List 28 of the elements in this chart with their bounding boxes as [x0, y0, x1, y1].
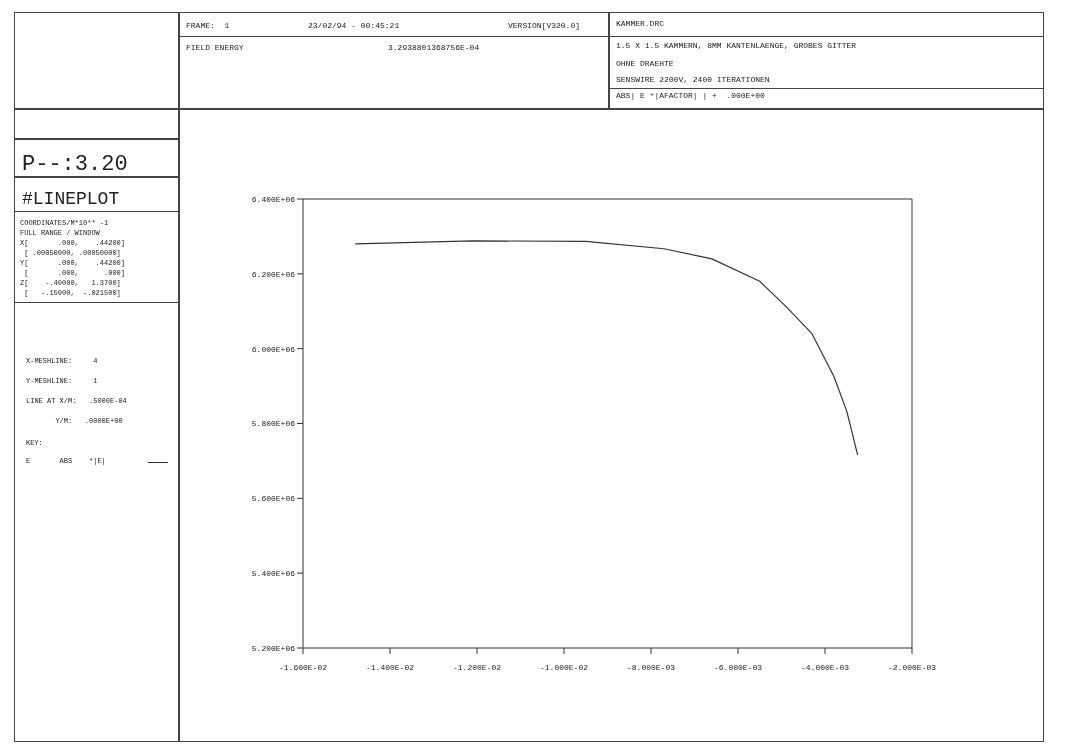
- line-series: [354, 240, 859, 456]
- text: KAMMER.DRC: [616, 19, 665, 28]
- text: 23/02/94 - 00:45:21: [308, 21, 400, 30]
- x-tick-label: -8.000E-03: [626, 662, 676, 672]
- text: OHNE DRAEHTE: [616, 59, 674, 68]
- x-tick-label: -1.000E-02: [539, 662, 589, 672]
- text: VERSION[V320.0]: [508, 21, 581, 30]
- text: P--:3.20: [22, 152, 128, 177]
- text: ABS| E *|AFACTOR| | + .000E+00: [616, 91, 765, 100]
- y-tick-label: 5.600E+06: [251, 494, 296, 504]
- x-tick-label: -1.600E-02: [278, 662, 328, 672]
- y-tick-label: 6.400E+06: [251, 194, 296, 204]
- x-tick-label: -6.000E-03: [713, 662, 763, 672]
- text: 3.2938801368756E-04: [388, 43, 480, 52]
- y-tick-label: 6.000E+06: [251, 344, 296, 354]
- x-tick-label: -2.000E-03: [887, 662, 937, 672]
- text: 1.5 X 1.5 KAMMERN, 8MM KANTENLAENGE, GROBES GITTER: [616, 41, 857, 50]
- y-tick-label: 5.200E+06: [251, 643, 296, 653]
- y-tick-label: 6.200E+06: [251, 269, 296, 279]
- x-tick-label: -4.000E-03: [800, 662, 850, 672]
- y-tick-label: 5.800E+06: [251, 419, 296, 429]
- x-tick-label: -1.400E-02: [365, 662, 415, 672]
- y-tick-label: 5.400E+06: [251, 569, 296, 579]
- text: FIELD ENERGY: [186, 43, 244, 52]
- text: SENSWIRE 2200V, 2400 ITERATIONEN: [616, 75, 770, 84]
- text: FRAME: 1: [186, 21, 230, 30]
- x-tick-label: -1.200E-02: [452, 662, 502, 672]
- text: #LINEPLOT: [22, 189, 120, 209]
